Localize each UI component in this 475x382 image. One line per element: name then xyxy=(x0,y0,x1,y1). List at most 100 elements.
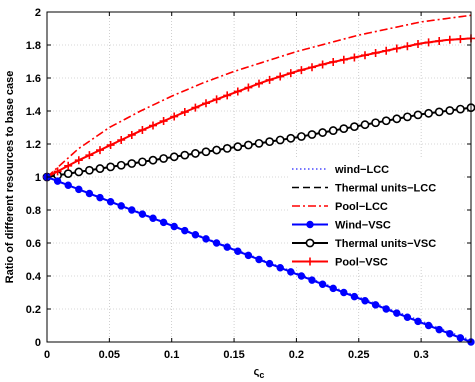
data-point xyxy=(446,330,454,338)
data-point xyxy=(286,133,296,143)
data-point xyxy=(265,75,274,84)
data-point xyxy=(234,247,242,255)
data-point xyxy=(382,305,390,313)
data-point xyxy=(159,218,168,227)
legend-entry: Pool−VSC xyxy=(292,257,388,269)
data-point xyxy=(297,66,306,75)
data-point xyxy=(137,157,147,167)
data-point xyxy=(318,60,327,69)
x-axis-label-subscript: c xyxy=(259,370,264,380)
series-5 xyxy=(43,34,475,181)
data-point xyxy=(96,146,104,155)
data-point xyxy=(159,154,168,163)
data-point xyxy=(414,317,422,326)
data-point xyxy=(212,95,221,104)
data-point xyxy=(85,189,94,198)
data-point xyxy=(74,167,84,177)
data-point xyxy=(233,142,243,152)
x-axis-label: ςc xyxy=(254,366,265,380)
data-point xyxy=(360,120,370,130)
y-tick-label: 1.2 xyxy=(26,139,41,151)
data-point xyxy=(96,193,104,202)
data-point xyxy=(106,198,115,206)
y-tick-label: 0.8 xyxy=(26,205,41,217)
legend-entry: Wind−VSC xyxy=(292,220,391,232)
data-point xyxy=(265,259,274,268)
series-layer xyxy=(42,14,475,346)
data-point xyxy=(455,104,465,114)
data-point xyxy=(297,272,306,280)
data-point xyxy=(435,325,443,334)
y-tick-label: 0.6 xyxy=(26,238,41,250)
data-point xyxy=(339,55,348,64)
data-point xyxy=(340,288,348,297)
data-point xyxy=(275,135,285,145)
y-tick-label: 2 xyxy=(35,7,41,19)
x-tick-label: 0 xyxy=(44,349,50,361)
data-point xyxy=(63,169,73,179)
data-point xyxy=(53,167,62,176)
data-point xyxy=(255,255,263,264)
legend-label: wind−LCC xyxy=(334,164,389,176)
data-point xyxy=(349,122,359,132)
data-point xyxy=(306,220,314,229)
data-point xyxy=(329,284,337,293)
data-point xyxy=(424,108,433,118)
data-point xyxy=(371,118,380,128)
data-point xyxy=(307,130,317,139)
data-point xyxy=(233,87,242,96)
data-point xyxy=(170,112,179,121)
data-point xyxy=(413,110,423,120)
data-point xyxy=(434,107,444,117)
data-point xyxy=(222,143,232,153)
data-point xyxy=(95,164,105,173)
data-point xyxy=(149,214,157,222)
data-point xyxy=(361,51,369,60)
data-point xyxy=(127,159,137,168)
data-point xyxy=(159,117,168,126)
data-point xyxy=(169,152,179,162)
data-point xyxy=(148,155,158,165)
x-tick-label: 0.1 xyxy=(164,349,179,361)
data-point xyxy=(202,235,210,243)
data-point xyxy=(116,160,126,170)
data-point xyxy=(85,151,94,160)
data-point xyxy=(85,165,94,175)
x-tick-label: 0.25 xyxy=(348,349,369,361)
data-point xyxy=(328,126,338,135)
data-point xyxy=(244,251,253,260)
data-point xyxy=(244,83,253,92)
data-point xyxy=(180,108,189,117)
data-point xyxy=(287,268,295,276)
legend-box xyxy=(290,158,462,266)
data-point xyxy=(318,280,327,288)
data-point xyxy=(445,106,455,115)
data-point xyxy=(223,91,232,100)
data-point xyxy=(201,147,211,157)
data-point xyxy=(170,222,178,231)
data-point xyxy=(329,57,338,66)
data-point xyxy=(75,185,83,194)
data-point xyxy=(276,72,285,81)
data-point xyxy=(424,38,433,47)
data-point xyxy=(296,132,306,141)
data-point xyxy=(223,243,231,251)
data-point xyxy=(361,297,369,305)
y-tick-label: 0 xyxy=(35,337,41,349)
x-tick-label: 0.05 xyxy=(99,349,120,361)
data-point xyxy=(202,99,210,108)
data-point xyxy=(64,161,73,170)
data-point xyxy=(392,44,401,53)
data-point xyxy=(339,124,349,134)
data-point xyxy=(350,292,359,301)
y-tick-label: 0.2 xyxy=(26,304,41,316)
y-tick-label: 1.4 xyxy=(26,106,42,118)
data-point xyxy=(74,156,83,165)
data-point xyxy=(403,313,412,321)
data-point xyxy=(265,137,274,147)
data-point xyxy=(106,141,115,150)
legend-entry: Pool−LCC xyxy=(292,201,388,213)
data-point xyxy=(435,36,444,45)
data-point xyxy=(382,46,391,55)
data-point xyxy=(138,126,147,135)
